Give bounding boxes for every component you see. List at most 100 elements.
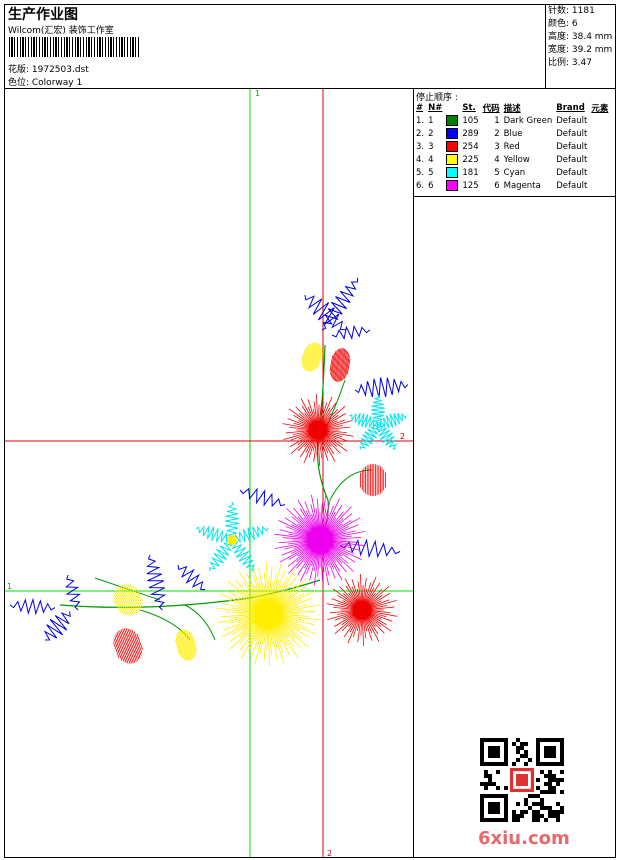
qr-module bbox=[516, 818, 520, 822]
blue-frond bbox=[177, 564, 206, 591]
row-description: Cyan bbox=[503, 167, 526, 178]
row-brand: Default bbox=[556, 154, 588, 165]
cyan-star-flower bbox=[231, 525, 269, 544]
row-stitches: 225 bbox=[462, 154, 479, 165]
row-description: Blue bbox=[503, 128, 523, 139]
blue-frond bbox=[239, 487, 286, 508]
color-row: 1. 1 105 1 Dark Green Default bbox=[414, 114, 610, 127]
studio-name: Wilcom(汇宏) 装饰工作室 bbox=[8, 26, 114, 36]
qr-module bbox=[488, 802, 500, 814]
qr-module bbox=[524, 810, 528, 814]
color-swatch bbox=[446, 154, 459, 165]
row-brand: Default bbox=[556, 128, 588, 139]
row-code: 4 bbox=[494, 154, 500, 165]
cyan-star-flower bbox=[359, 424, 380, 450]
qr-module bbox=[524, 762, 528, 766]
col-brand: Brand bbox=[556, 102, 585, 113]
qr-module bbox=[524, 754, 528, 758]
qr-module bbox=[512, 814, 516, 818]
qr-module bbox=[512, 762, 516, 766]
cyan-star-flower bbox=[231, 539, 255, 571]
row-swatch bbox=[444, 166, 460, 179]
qr-module bbox=[536, 802, 540, 806]
row-code: 2 bbox=[494, 128, 500, 139]
panel-divider bbox=[413, 88, 414, 858]
blue-frond bbox=[9, 597, 56, 616]
qr-module bbox=[548, 806, 552, 810]
row-swatch bbox=[444, 140, 460, 153]
row-stitches: 289 bbox=[462, 128, 479, 139]
qr-module bbox=[540, 802, 544, 806]
qr-module bbox=[548, 782, 552, 786]
stats-panel: 针数: 1181 颜色: 6 高度: 38.4 mm 宽度: 39.2 mm 比… bbox=[548, 5, 612, 70]
sheet-frame bbox=[4, 4, 616, 858]
qr-module bbox=[544, 774, 548, 778]
qr-module bbox=[484, 782, 488, 786]
row-code: 3 bbox=[494, 141, 500, 152]
qr-module bbox=[488, 778, 492, 782]
color-row: 5. 5 181 5 Cyan Default bbox=[414, 166, 610, 179]
row-code: 5 bbox=[494, 167, 500, 178]
qr-module bbox=[488, 746, 500, 758]
qr-module bbox=[492, 782, 496, 786]
qr-module bbox=[544, 790, 548, 794]
blue-frond bbox=[146, 554, 167, 611]
row-index: 1. bbox=[416, 115, 425, 126]
qr-module bbox=[516, 814, 520, 818]
row-index: 3. bbox=[416, 141, 425, 152]
qr-module bbox=[552, 790, 556, 794]
row-brand: Default bbox=[556, 115, 588, 126]
embroidery-artwork bbox=[9, 277, 409, 667]
yellow-flower bbox=[216, 561, 320, 667]
qr-module bbox=[556, 778, 560, 782]
color-row: 6. 6 125 6 Magenta Default bbox=[414, 179, 610, 192]
barcode bbox=[9, 37, 141, 57]
row-code: 1 bbox=[494, 115, 500, 126]
qr-module bbox=[512, 742, 516, 746]
color-swatch bbox=[446, 141, 459, 152]
row-stitches: 254 bbox=[462, 141, 479, 152]
row-brand: Default bbox=[556, 141, 588, 152]
qr-module bbox=[528, 806, 532, 810]
qr-module bbox=[536, 818, 540, 822]
red-flower bbox=[326, 573, 398, 647]
cyan-star-flower bbox=[376, 424, 398, 450]
qr-module bbox=[524, 798, 528, 802]
qr-module bbox=[532, 810, 536, 814]
qr-module bbox=[488, 774, 492, 778]
row-needle: 5 bbox=[428, 167, 434, 178]
yellow-bud bbox=[175, 629, 197, 661]
qr-module bbox=[536, 794, 540, 798]
qr-module bbox=[528, 794, 532, 798]
row-stitches: 181 bbox=[462, 167, 479, 178]
color-count: 颜色: 6 bbox=[548, 19, 578, 29]
blue-frond bbox=[354, 377, 409, 398]
qr-module bbox=[516, 758, 520, 762]
qr-module bbox=[528, 758, 532, 762]
qr-module bbox=[552, 774, 556, 778]
embroidery-design-canvas: 1 2 2 1 bbox=[5, 89, 413, 857]
qr-module bbox=[552, 810, 556, 814]
qr-module bbox=[488, 782, 492, 786]
yellow-bud bbox=[113, 584, 143, 616]
stem-branch-red bbox=[329, 469, 373, 501]
row-needle: 1 bbox=[428, 115, 434, 126]
cyan-star-flower bbox=[195, 524, 233, 543]
qr-module bbox=[548, 786, 552, 790]
row-needle: 4 bbox=[428, 154, 434, 165]
qr-module bbox=[548, 774, 552, 778]
row-needle: 6 bbox=[428, 180, 434, 191]
blue-frond bbox=[331, 324, 371, 340]
qr-module bbox=[560, 790, 564, 794]
blue-frond bbox=[321, 277, 359, 331]
qr-module bbox=[552, 814, 556, 818]
yellow-bud bbox=[300, 342, 324, 372]
qr-module bbox=[524, 802, 528, 806]
row-description: Magenta bbox=[503, 180, 541, 191]
col-stitches: St. bbox=[462, 102, 476, 113]
width-value: 宽度: 39.2 mm bbox=[548, 45, 613, 55]
row-stitches: 125 bbox=[462, 180, 479, 191]
colorway-label: 色位: Colorway 1 bbox=[8, 78, 83, 88]
qr-module bbox=[532, 802, 536, 806]
magenta-flower bbox=[274, 494, 366, 586]
